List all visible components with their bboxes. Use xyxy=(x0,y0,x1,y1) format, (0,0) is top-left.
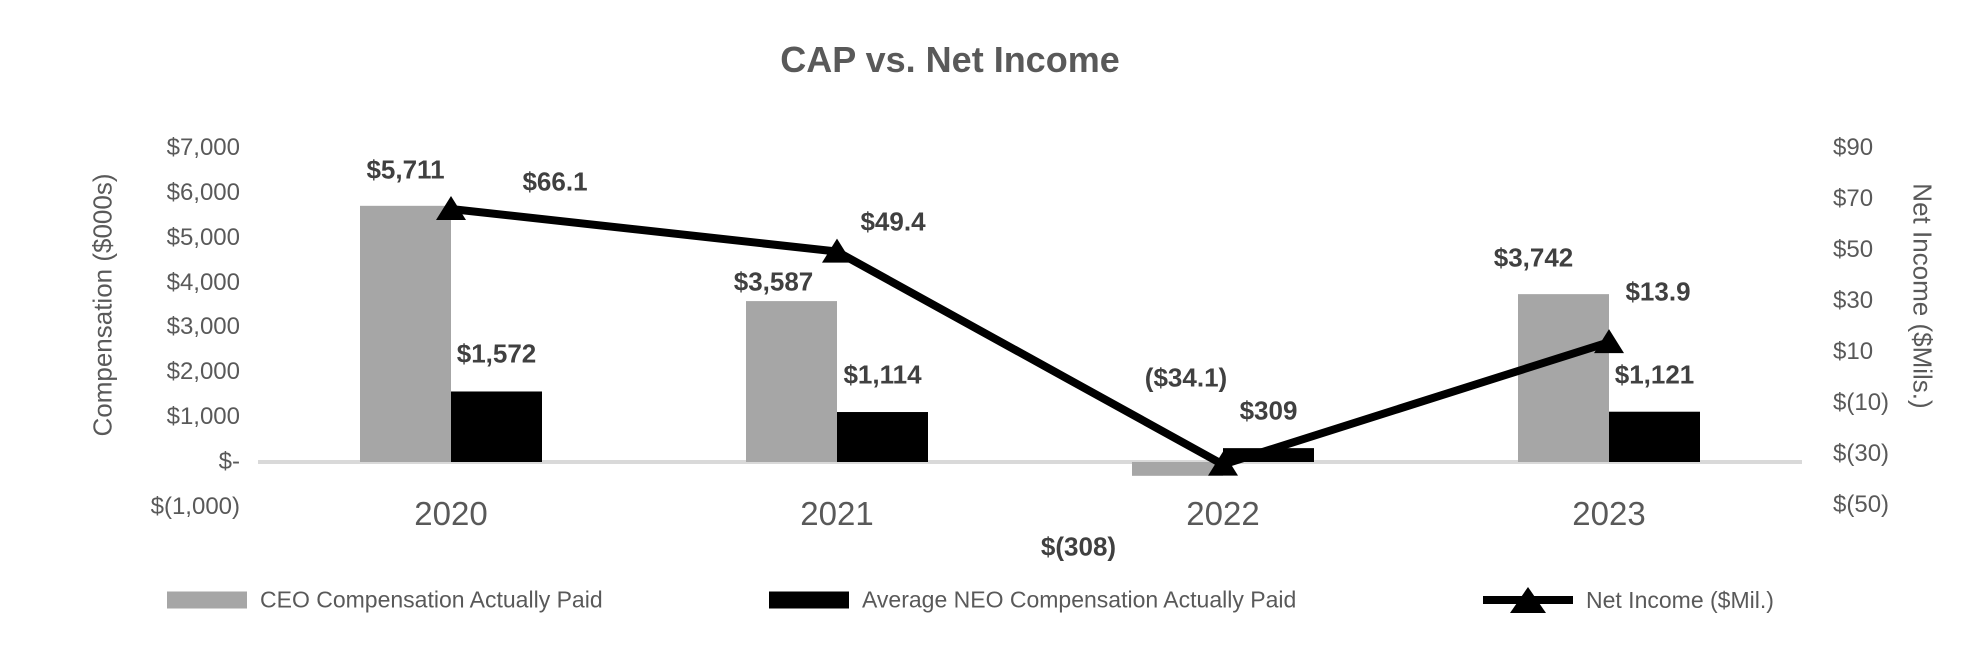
left-axis-tick-label: $- xyxy=(218,448,240,475)
net-income-label-2022: ($34.1) xyxy=(1144,362,1228,393)
net-income-marker-2020 xyxy=(436,195,466,220)
net-income-line-marker-icon xyxy=(1483,587,1573,613)
right-axis-tick-label: $90 xyxy=(1833,134,1874,161)
left-axis-tick-label: $6,000 xyxy=(166,178,240,206)
net-income-marker-2021 xyxy=(822,238,852,263)
ceo-bar-2022 xyxy=(1132,462,1223,476)
left-axis-tick-label: $3,000 xyxy=(166,313,240,341)
legend-label-net-income: Net Income ($Mil.) xyxy=(1586,586,1774,613)
net-income-marker-2023 xyxy=(1594,329,1624,354)
right-axis-tick-label: $50 xyxy=(1833,236,1874,264)
x-axis-label-2021: 2021 xyxy=(800,495,874,532)
ceo-bar-label-2022: $(308) xyxy=(1040,531,1117,562)
ceo-bar-2021 xyxy=(746,301,837,462)
legend-item-neo-compensation: Average NEO Compensation Actually Paid xyxy=(769,587,1296,614)
right-axis-tick-label: $10 xyxy=(1833,338,1874,366)
neo-bar-label-2020: $1,572 xyxy=(456,338,537,369)
right-axis-tick-label: $(50) xyxy=(1833,491,1890,519)
legend-label-neo: Average NEO Compensation Actually Paid xyxy=(862,586,1297,613)
left-axis-tick-label: $1,000 xyxy=(166,403,240,431)
left-axis-tick-label: $(1,000) xyxy=(150,492,240,520)
right-axis-tick-label: $(10) xyxy=(1833,389,1890,417)
x-axis-label-2020: 2020 xyxy=(414,495,488,532)
net-income-marker-2022 xyxy=(1208,451,1238,476)
neo-bar-2023 xyxy=(1609,411,1700,462)
x-axis-label-2022: 2022 xyxy=(1186,495,1260,532)
legend-item-ceo-compensation: CEO Compensation Actually Paid xyxy=(167,587,603,614)
neo-bar-label-2021: $1,114 xyxy=(843,359,922,390)
neo-bar-2021 xyxy=(837,412,928,462)
right-axis-tick-label: $30 xyxy=(1833,287,1874,315)
neo-bar-swatch xyxy=(769,591,849,609)
neo-bar-label-2022: $309 xyxy=(1239,395,1298,426)
right-axis-tick-label: $70 xyxy=(1833,185,1874,213)
right-axis-tick-label: $(30) xyxy=(1833,440,1890,468)
ceo-bar-2023 xyxy=(1518,294,1609,462)
ceo-bar-swatch xyxy=(167,591,247,609)
left-axis-tick-label: $7,000 xyxy=(166,134,240,161)
left-axis-tick-label: $5,000 xyxy=(166,223,240,251)
ceo-bar-label-2021: $3,587 xyxy=(733,266,814,297)
legend-item-net-income: Net Income ($Mil.) xyxy=(1483,585,1774,615)
chart-title: CAP vs. Net Income xyxy=(780,39,1120,80)
net-income-label-2021: $49.4 xyxy=(860,206,926,237)
neo-bar-2020 xyxy=(451,391,542,462)
left-axis-tick-label: $4,000 xyxy=(166,268,240,296)
ceo-bar-2020 xyxy=(360,205,451,463)
ceo-bar-label-2023: $3,742 xyxy=(1493,242,1574,273)
legend-label-ceo: CEO Compensation Actually Paid xyxy=(260,586,603,613)
net-income-label-2023: $13.9 xyxy=(1625,276,1691,307)
ceo-bar-label-2020: $5,711 xyxy=(366,154,445,185)
net-income-line xyxy=(450,204,1611,469)
net-income-label-2020: $66.1 xyxy=(522,166,588,197)
x-axis-label-2023: 2023 xyxy=(1572,495,1646,532)
left-axis-tick-label: $2,000 xyxy=(166,358,240,386)
neo-bar-label-2023: $1,121 xyxy=(1614,359,1695,390)
